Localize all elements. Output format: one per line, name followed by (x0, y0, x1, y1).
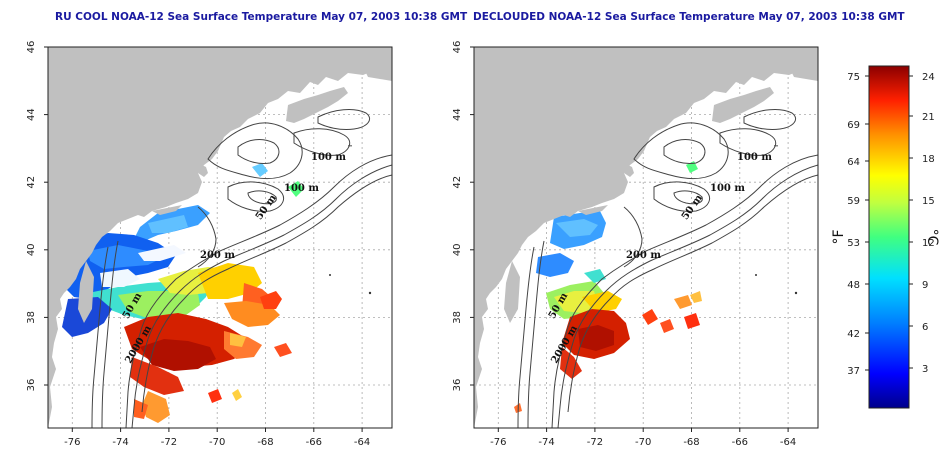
right-lat-tick: 42 (452, 176, 463, 189)
left-lat-tick: 38 (26, 311, 37, 324)
right-lat-tick: 38 (452, 311, 463, 324)
left-panel-title: RU COOL NOAA-12 Sea Surface Temperature … (55, 11, 468, 23)
colorbar-f-tick: 64 (847, 157, 860, 168)
left-lon-tick: -76 (64, 437, 80, 448)
left-contour-label-100m-a: 100 m (311, 152, 346, 163)
right-contour-label-100m-b: 100 m (710, 183, 745, 194)
colorbar-f-tick: 37 (847, 366, 860, 377)
left-lat-tick: 36 (26, 379, 37, 392)
colorbar-c-unit: °C (924, 229, 940, 246)
left-lon-tick: -70 (209, 437, 225, 448)
left-contour-label-200m: 200 m (200, 250, 235, 261)
left-axis-ticks (44, 46, 363, 432)
left-contour-label-100m-b: 100 m (284, 183, 319, 194)
colorbar-c-ticks: 24 21 18 15 12 9 6 3 (922, 72, 935, 375)
left-lon-tick: -66 (306, 437, 322, 448)
right-lat-tick-labels: 36 38 40 42 44 46 (452, 41, 463, 392)
colorbar-c-tick: 6 (922, 322, 928, 333)
colorbar-gradient (868, 65, 910, 409)
colorbar-f-unit: °F (831, 229, 847, 244)
colorbar-f-tick: 69 (847, 120, 860, 131)
colorbar-f-tick: 53 (847, 238, 860, 249)
left-lon-tick: -64 (354, 437, 370, 448)
left-map-panel (47, 46, 393, 429)
right-lon-tick: -72 (587, 437, 603, 448)
colorbar-c-tick: 3 (922, 364, 928, 375)
left-lon-tick-labels: -76 -74 -72 -70 -68 -66 -64 (64, 437, 370, 448)
left-lon-tick: -74 (112, 437, 128, 448)
colorbar-f-ticks: 75 69 64 59 53 48 42 37 (847, 72, 860, 377)
right-lon-tick: -70 (635, 437, 651, 448)
right-contour-label-100m-a: 100 m (737, 152, 772, 163)
left-lat-tick-labels: 36 38 40 42 44 46 (26, 41, 37, 392)
right-contour-label-200m: 200 m (626, 250, 661, 261)
colorbar-f-tick: 42 (847, 329, 860, 340)
left-lon-tick: -72 (161, 437, 177, 448)
right-lon-tick: -68 (683, 437, 699, 448)
colorbar-c-tick: 9 (922, 280, 928, 291)
colorbar-c-tick: 12 (922, 238, 935, 249)
colorbar: 75 69 64 59 53 48 42 37 24 21 18 15 12 9… (831, 65, 940, 409)
right-lat-tick: 46 (452, 41, 463, 54)
left-lat-tick: 42 (26, 176, 37, 189)
left-lat-tick: 44 (26, 108, 37, 121)
right-lon-tick: -76 (490, 437, 506, 448)
left-lon-tick: -68 (257, 437, 273, 448)
right-lat-tick: 40 (452, 243, 463, 256)
right-lat-tick: 44 (452, 108, 463, 121)
right-lon-tick: -66 (732, 437, 748, 448)
colorbar-c-tick: 15 (922, 196, 935, 207)
colorbar-f-tick: 75 (847, 72, 860, 83)
colorbar-f-tick: 48 (847, 280, 860, 291)
colorbar-c-tick: 24 (922, 72, 935, 83)
right-lon-tick: -74 (538, 437, 554, 448)
right-axis-ticks (470, 46, 789, 432)
right-map-panel (473, 46, 819, 429)
colorbar-c-tick: 18 (922, 154, 935, 165)
left-sst-patches (48, 119, 304, 423)
right-lon-tick: -64 (780, 437, 796, 448)
right-lat-tick: 36 (452, 379, 463, 392)
colorbar-f-tick: 59 (847, 196, 860, 207)
left-lat-tick: 40 (26, 243, 37, 256)
colorbar-c-tick: 21 (922, 112, 935, 123)
right-lon-tick-labels: -76 -74 -72 -70 -68 -66 -64 (490, 437, 796, 448)
left-lat-tick: 46 (26, 41, 37, 54)
right-panel-title: DECLOUDED NOAA-12 Sea Surface Temperatur… (473, 11, 905, 23)
